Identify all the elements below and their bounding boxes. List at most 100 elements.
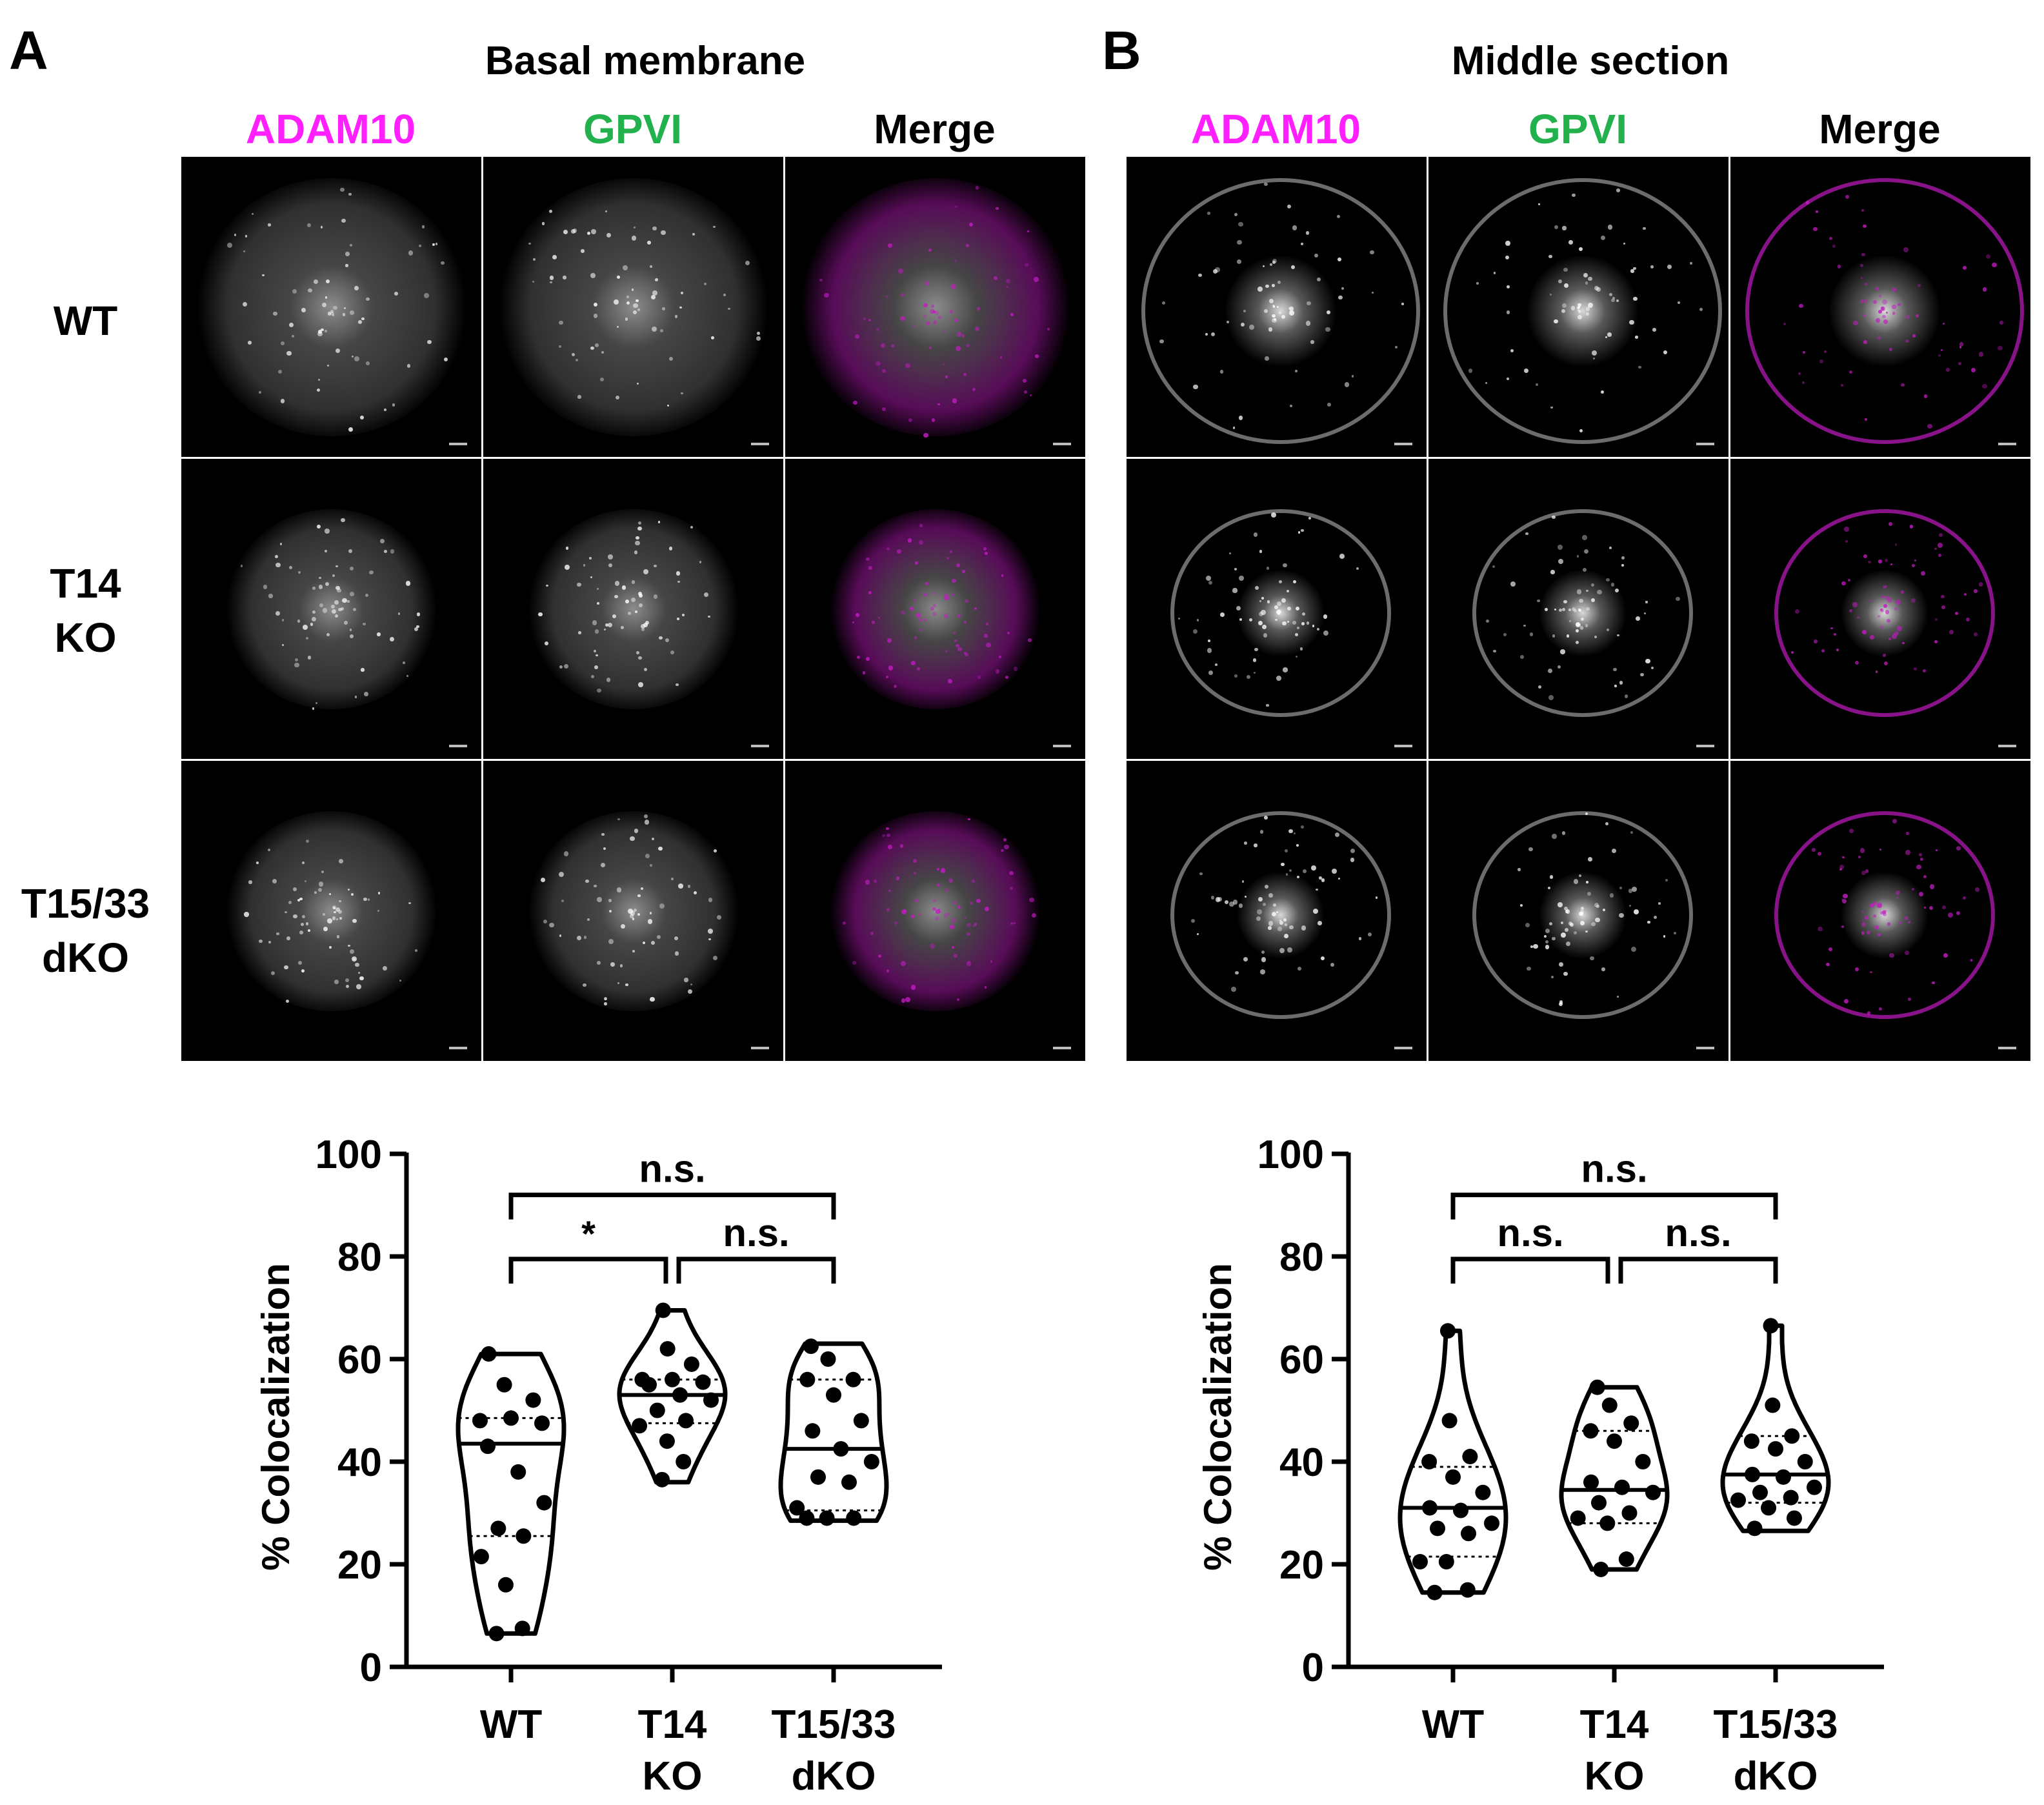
fluorescence-speck <box>1667 264 1672 270</box>
fluorescence-speck <box>1009 886 1013 890</box>
fluorescence-speck <box>540 877 546 882</box>
fluorescence-speck <box>334 980 339 984</box>
fluorescence-speck <box>1290 405 1293 408</box>
data-point <box>1614 1479 1630 1495</box>
fluorescence-speck <box>652 290 657 296</box>
fluorescence-speck <box>1883 909 1887 914</box>
fluorescence-speck <box>549 922 554 928</box>
fluorescence-speck <box>1946 368 1950 372</box>
data-point <box>496 1376 512 1393</box>
fluorescence-speck <box>1249 324 1255 330</box>
fluorescence-speck <box>392 403 396 407</box>
fluorescence-speck <box>651 294 656 299</box>
fluorescence-speck <box>1274 605 1279 609</box>
row-label-t1533dko: T15/33 dKO <box>0 876 171 985</box>
panel-b-image-r3-c2 <box>1428 761 1728 1061</box>
fluorescence-speck <box>1941 605 1945 610</box>
fluorescence-speck <box>1889 953 1894 958</box>
data-point <box>632 1418 648 1434</box>
y-tick-label: 60 <box>337 1338 382 1382</box>
fluorescence-speck <box>1878 614 1881 618</box>
fluorescence-speck <box>1261 951 1265 954</box>
fluorescence-speck <box>1295 606 1299 611</box>
fluorescence-speck <box>1956 911 1961 916</box>
fluorescence-speck <box>1311 865 1316 871</box>
fluorescence-speck <box>1962 896 1966 900</box>
fluorescence-speck <box>996 207 999 210</box>
fluorescence-speck <box>1861 208 1864 212</box>
fluorescence-speck <box>1613 667 1618 672</box>
fluorescence-speck <box>604 1002 607 1005</box>
fluorescence-speck <box>1909 525 1914 529</box>
fluorescence-speck <box>933 592 936 595</box>
fluorescence-speck <box>955 259 957 263</box>
fluorescence-speck <box>999 356 1003 359</box>
fluorescence-speck <box>1259 829 1264 834</box>
fluorescence-speck <box>1842 898 1847 903</box>
data-point <box>480 1438 496 1455</box>
fluorescence-speck <box>1563 283 1569 288</box>
fluorescence-speck <box>1834 632 1837 636</box>
fluorescence-speck <box>1034 277 1039 282</box>
data-point <box>1570 1510 1586 1526</box>
fluorescence-speck <box>1579 429 1583 432</box>
fluorescence-speck <box>307 929 310 933</box>
fluorescence-speck <box>1285 872 1288 876</box>
fluorescence-speck <box>315 701 317 705</box>
fluorescence-speck <box>1938 354 1941 358</box>
fluorescence-speck <box>1401 303 1404 305</box>
fluorescence-speck <box>977 676 981 679</box>
fluorescence-speck <box>674 315 678 318</box>
fluorescence-speck <box>952 593 955 596</box>
data-point <box>1747 1520 1763 1537</box>
fluorescence-speck <box>321 328 324 331</box>
fluorescence-speck <box>1878 309 1882 314</box>
fluorescence-speck <box>865 880 870 885</box>
y-tick-label: 0 <box>1302 1646 1324 1690</box>
fluorescence-speck <box>650 996 655 1002</box>
fluorescence-speck <box>421 225 425 228</box>
fluorescence-speck <box>1576 641 1579 645</box>
fluorescence-speck <box>961 334 965 338</box>
fluorescence-speck <box>532 257 536 261</box>
fluorescence-speck <box>819 278 823 281</box>
fluorescence-speck <box>1861 920 1864 922</box>
fluorescence-speck <box>234 234 237 236</box>
fluorescence-speck <box>1283 667 1288 672</box>
fluorescence-speck <box>1971 368 1976 373</box>
fluorescence-speck <box>1883 319 1888 324</box>
fluorescence-speck <box>1258 897 1263 902</box>
fluorescence-speck <box>1239 576 1244 581</box>
fluorescence-speck <box>1839 868 1843 871</box>
fluorescence-speck <box>1297 966 1302 971</box>
fluorescence-speck <box>563 851 569 856</box>
fluorescence-speck <box>665 638 670 642</box>
fluorescence-speck <box>263 584 268 589</box>
fluorescence-speck <box>1898 303 1901 306</box>
fluorescence-speck <box>1643 227 1646 230</box>
fluorescence-speck <box>416 612 421 616</box>
fluorescence-speck <box>301 308 306 312</box>
panel-a-channel-merge: Merge <box>874 106 996 152</box>
data-point <box>514 1620 530 1637</box>
fluorescence-speck <box>1927 423 1932 429</box>
fluorescence-speck <box>617 818 620 821</box>
fluorescence-speck <box>1852 601 1858 607</box>
fluorescence-speck <box>318 379 321 381</box>
fluorescence-speck <box>856 613 859 617</box>
fluorescence-speck <box>576 935 582 940</box>
data-point <box>1645 1484 1661 1500</box>
fluorescence-speck <box>1299 647 1303 650</box>
data-point <box>846 1510 862 1526</box>
fluorescence-speck <box>1243 310 1246 312</box>
fluorescence-speck <box>1872 300 1878 305</box>
fluorescence-speck <box>966 922 972 927</box>
fluorescence-speck <box>1571 607 1576 611</box>
fluorescence-speck <box>1861 629 1867 634</box>
fluorescence-speck <box>297 961 302 965</box>
fluorescence-speck <box>965 652 968 656</box>
fluorescence-speck <box>957 647 962 651</box>
fluorescence-speck <box>323 927 328 932</box>
fluorescence-speck <box>873 879 877 883</box>
fluorescence-speck <box>639 603 643 607</box>
